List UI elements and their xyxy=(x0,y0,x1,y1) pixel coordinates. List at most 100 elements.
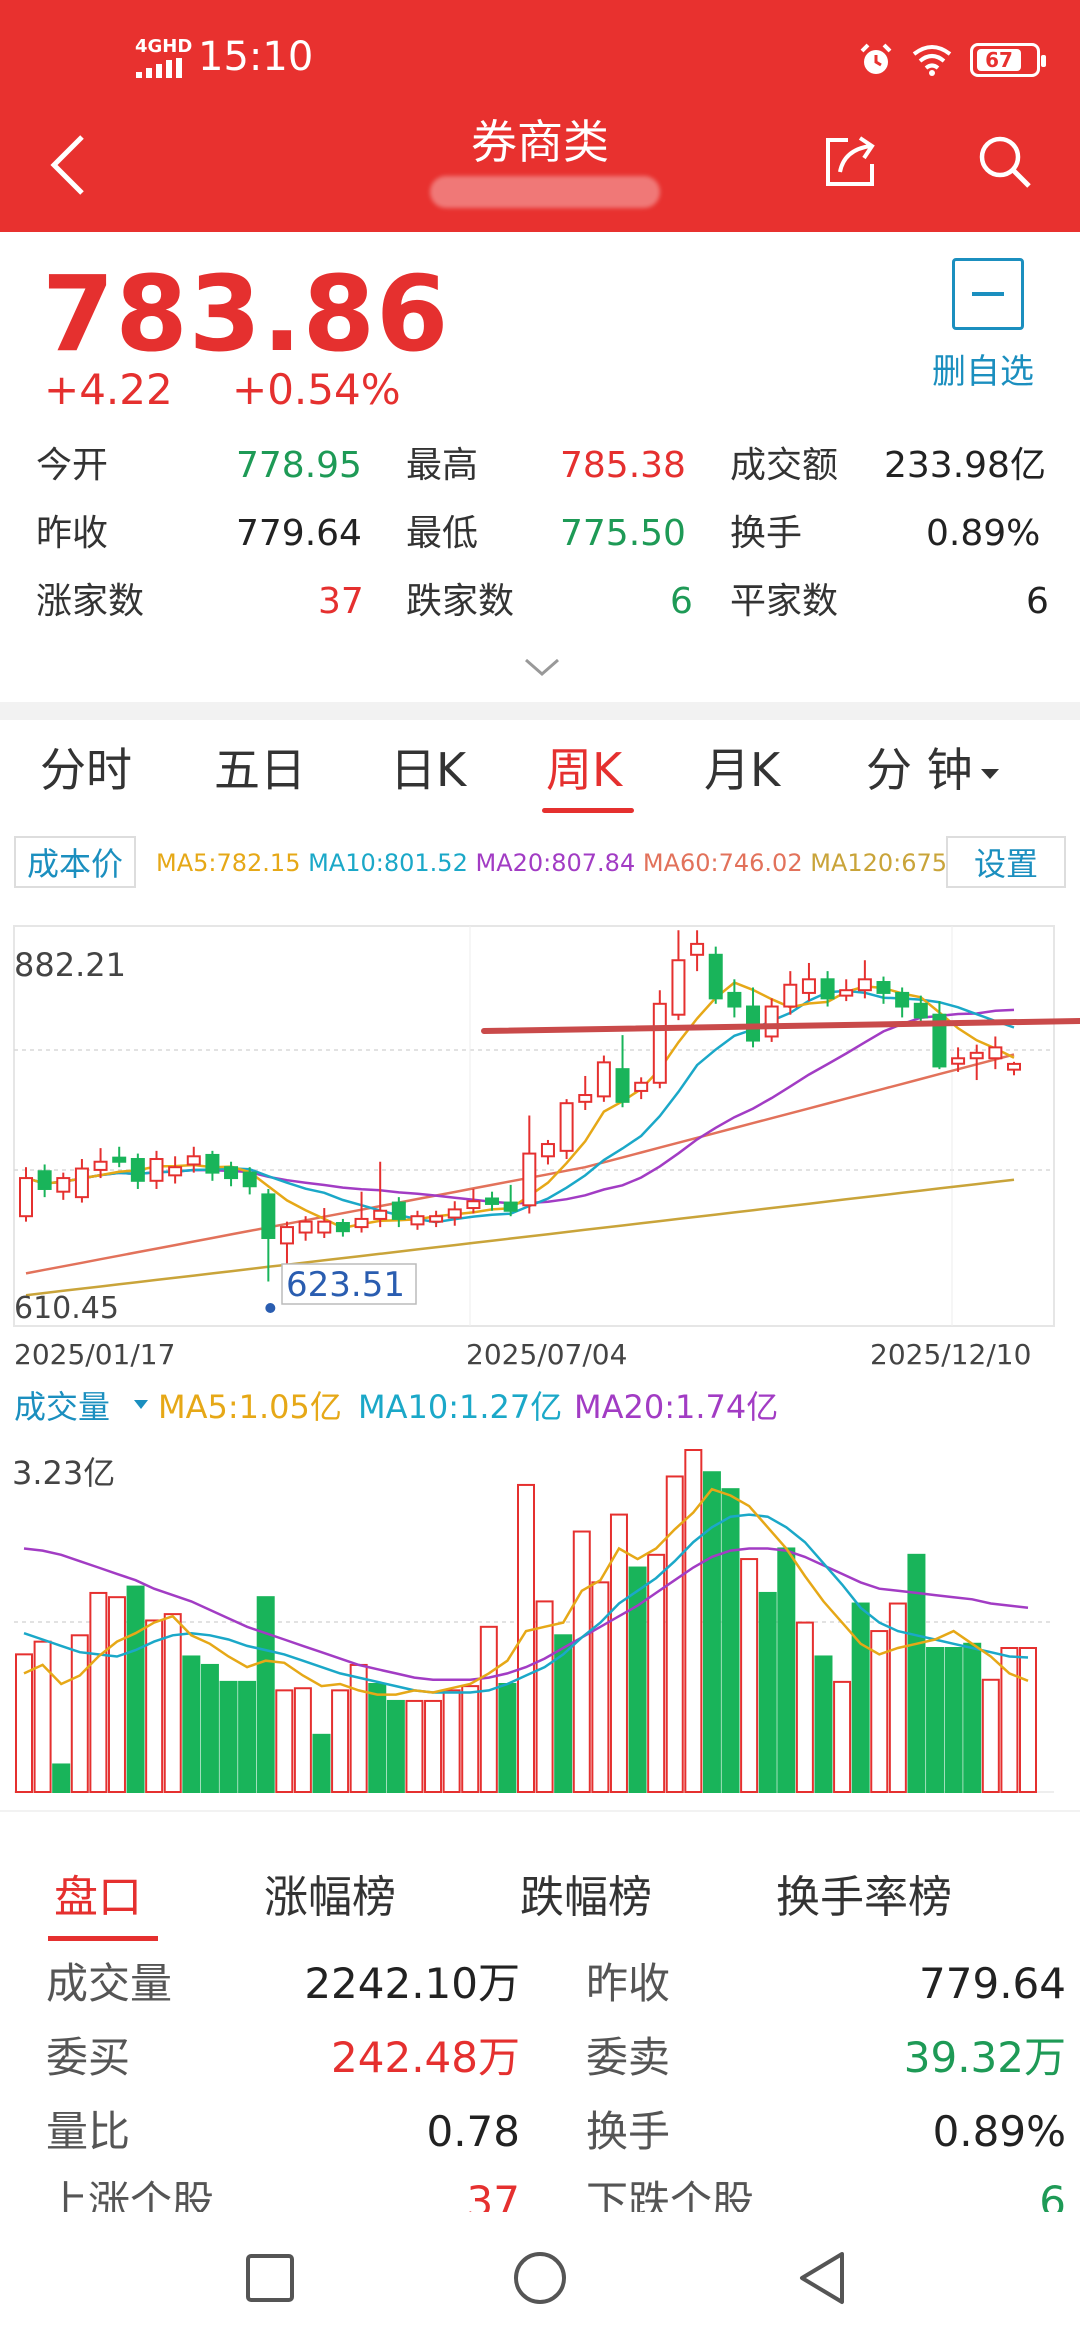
volume-bar xyxy=(349,1663,368,1793)
stat-value-turnover-rate: 0.89% xyxy=(926,513,1041,554)
volume-bar xyxy=(554,1634,573,1794)
candle xyxy=(522,1152,537,1207)
chart-area: 成本价 MA5:782.15 MA10:801.52 MA20:807.84 M… xyxy=(0,830,1080,1810)
tab-five-day[interactable]: 五日 xyxy=(214,743,306,797)
active-tab-indicator xyxy=(48,1936,158,1941)
remove-watchlist-button[interactable] xyxy=(952,258,1024,330)
volume-bar xyxy=(293,1687,312,1793)
candle xyxy=(1007,1062,1021,1071)
volume-bar xyxy=(256,1596,275,1793)
dropdown-icon xyxy=(980,768,999,779)
volume-bar xyxy=(926,1647,945,1793)
tab-intraday[interactable]: 分时 xyxy=(40,743,132,797)
volume-bar xyxy=(238,1680,257,1793)
volume-legend: MA10:1.27亿 xyxy=(358,1388,562,1426)
search-button[interactable] xyxy=(975,132,1035,192)
candle xyxy=(540,1143,555,1158)
candle xyxy=(149,1158,164,1182)
volume-bar xyxy=(981,1678,1000,1793)
stat-label: 涨家数 xyxy=(36,581,145,622)
candle xyxy=(298,1220,313,1234)
volume-bar xyxy=(944,1647,963,1793)
share-button[interactable] xyxy=(820,132,880,192)
candle xyxy=(74,1167,89,1199)
x-tick-label: 2025/01/17 xyxy=(14,1338,175,1371)
stat-value-unchanged: 6 xyxy=(1026,581,1049,622)
volume-bar xyxy=(833,1680,852,1793)
tab-minute[interactable]: 分 钟 xyxy=(866,740,999,800)
volume-bar xyxy=(572,1530,591,1793)
home-icon[interactable] xyxy=(512,2250,568,2306)
volume-bar xyxy=(368,1683,387,1793)
volume-bar xyxy=(795,1621,814,1794)
tab-daily-k[interactable]: 日K xyxy=(390,743,467,797)
ma120-line xyxy=(25,1178,1015,1297)
volume-bar xyxy=(461,1685,480,1794)
recents-icon[interactable] xyxy=(244,2252,296,2304)
ma-legend: MA5:782.15 MA10:801.52 MA20:807.84 MA60:… xyxy=(156,848,985,878)
volume-bar xyxy=(814,1655,833,1793)
candle xyxy=(205,1153,220,1174)
x-tick-label: 2025/07/04 xyxy=(466,1338,627,1371)
stat-value-prev-close: 779.64 xyxy=(236,513,362,554)
tab-weekly-k[interactable]: 周K xyxy=(546,743,623,797)
candle xyxy=(317,1220,332,1234)
ma5-label: MA5:782.15 xyxy=(156,849,301,877)
volume-bar xyxy=(1000,1647,1019,1793)
candle xyxy=(951,1057,966,1065)
stat-value-decliners: 6 xyxy=(670,581,693,622)
volume-bar xyxy=(275,1689,294,1794)
ma60-label: MA60:746.02 xyxy=(642,849,803,877)
depth-label: 上涨个股 xyxy=(46,2177,215,2212)
candle xyxy=(969,1051,984,1060)
settings-button[interactable]: 设置 xyxy=(946,836,1066,888)
stat-value-low: 775.50 xyxy=(560,513,686,554)
volume-max-label: 3.23亿 xyxy=(12,1454,115,1492)
stat-label: 成交额 xyxy=(730,445,839,486)
tab-turnover-rank[interactable]: 换手率榜 xyxy=(776,1872,952,1923)
stat-label: 今开 xyxy=(36,445,109,486)
volume-bar xyxy=(870,1630,889,1794)
tab-depth[interactable]: 盘口 xyxy=(54,1872,142,1923)
volume-bar xyxy=(535,1600,554,1793)
volume-bar xyxy=(777,1547,796,1793)
tab-losers[interactable]: 跌幅榜 xyxy=(520,1872,652,1923)
candle xyxy=(671,959,686,1016)
back-button[interactable] xyxy=(48,120,108,210)
stat-label: 最低 xyxy=(406,513,479,554)
cost-price-button[interactable]: 成本价 xyxy=(14,836,136,888)
volume-bar xyxy=(182,1655,201,1793)
volume-bar xyxy=(684,1449,703,1793)
trendline xyxy=(481,1018,1080,1034)
candle xyxy=(708,953,723,1000)
stat-label: 跌家数 xyxy=(406,581,515,622)
volume-bar xyxy=(479,1625,498,1794)
tab-gainers[interactable]: 涨幅榜 xyxy=(264,1872,396,1923)
depth-value: 0.89% xyxy=(932,2107,1066,2156)
volume-bar xyxy=(498,1683,517,1793)
app-header: 4GHD 15:10 67 xyxy=(0,0,1080,232)
stat-label: 换手 xyxy=(730,513,803,554)
candle xyxy=(466,1200,481,1210)
clock: 15:10 xyxy=(198,34,314,80)
volume-bar xyxy=(89,1591,108,1793)
expand-chevron-icon[interactable] xyxy=(522,656,562,680)
ma5-line xyxy=(25,981,1015,1230)
candle xyxy=(503,1201,518,1212)
y-min-label: 610.45 xyxy=(14,1291,119,1326)
candle xyxy=(93,1160,108,1171)
volume-bar xyxy=(517,1483,535,1793)
depth-label: 下跌个股 xyxy=(586,2177,755,2212)
candle xyxy=(596,1061,611,1098)
candle xyxy=(801,978,816,994)
min-marker-dot xyxy=(265,1303,276,1313)
back-nav-icon[interactable] xyxy=(796,2250,848,2306)
candlestick-chart[interactable]: 882.21 610.45 2025/01/17 2025/07/04 2025/12/… xyxy=(0,890,1080,1810)
volume-bar xyxy=(145,1619,164,1793)
blurred-subtitle xyxy=(430,176,660,208)
battery-icon: 67 xyxy=(970,43,1046,77)
volume-bar xyxy=(758,1591,777,1793)
remove-watchlist-label[interactable]: 删自选 xyxy=(932,352,1034,392)
tab-monthly-k[interactable]: 月K xyxy=(704,743,781,797)
candle xyxy=(168,1166,183,1177)
